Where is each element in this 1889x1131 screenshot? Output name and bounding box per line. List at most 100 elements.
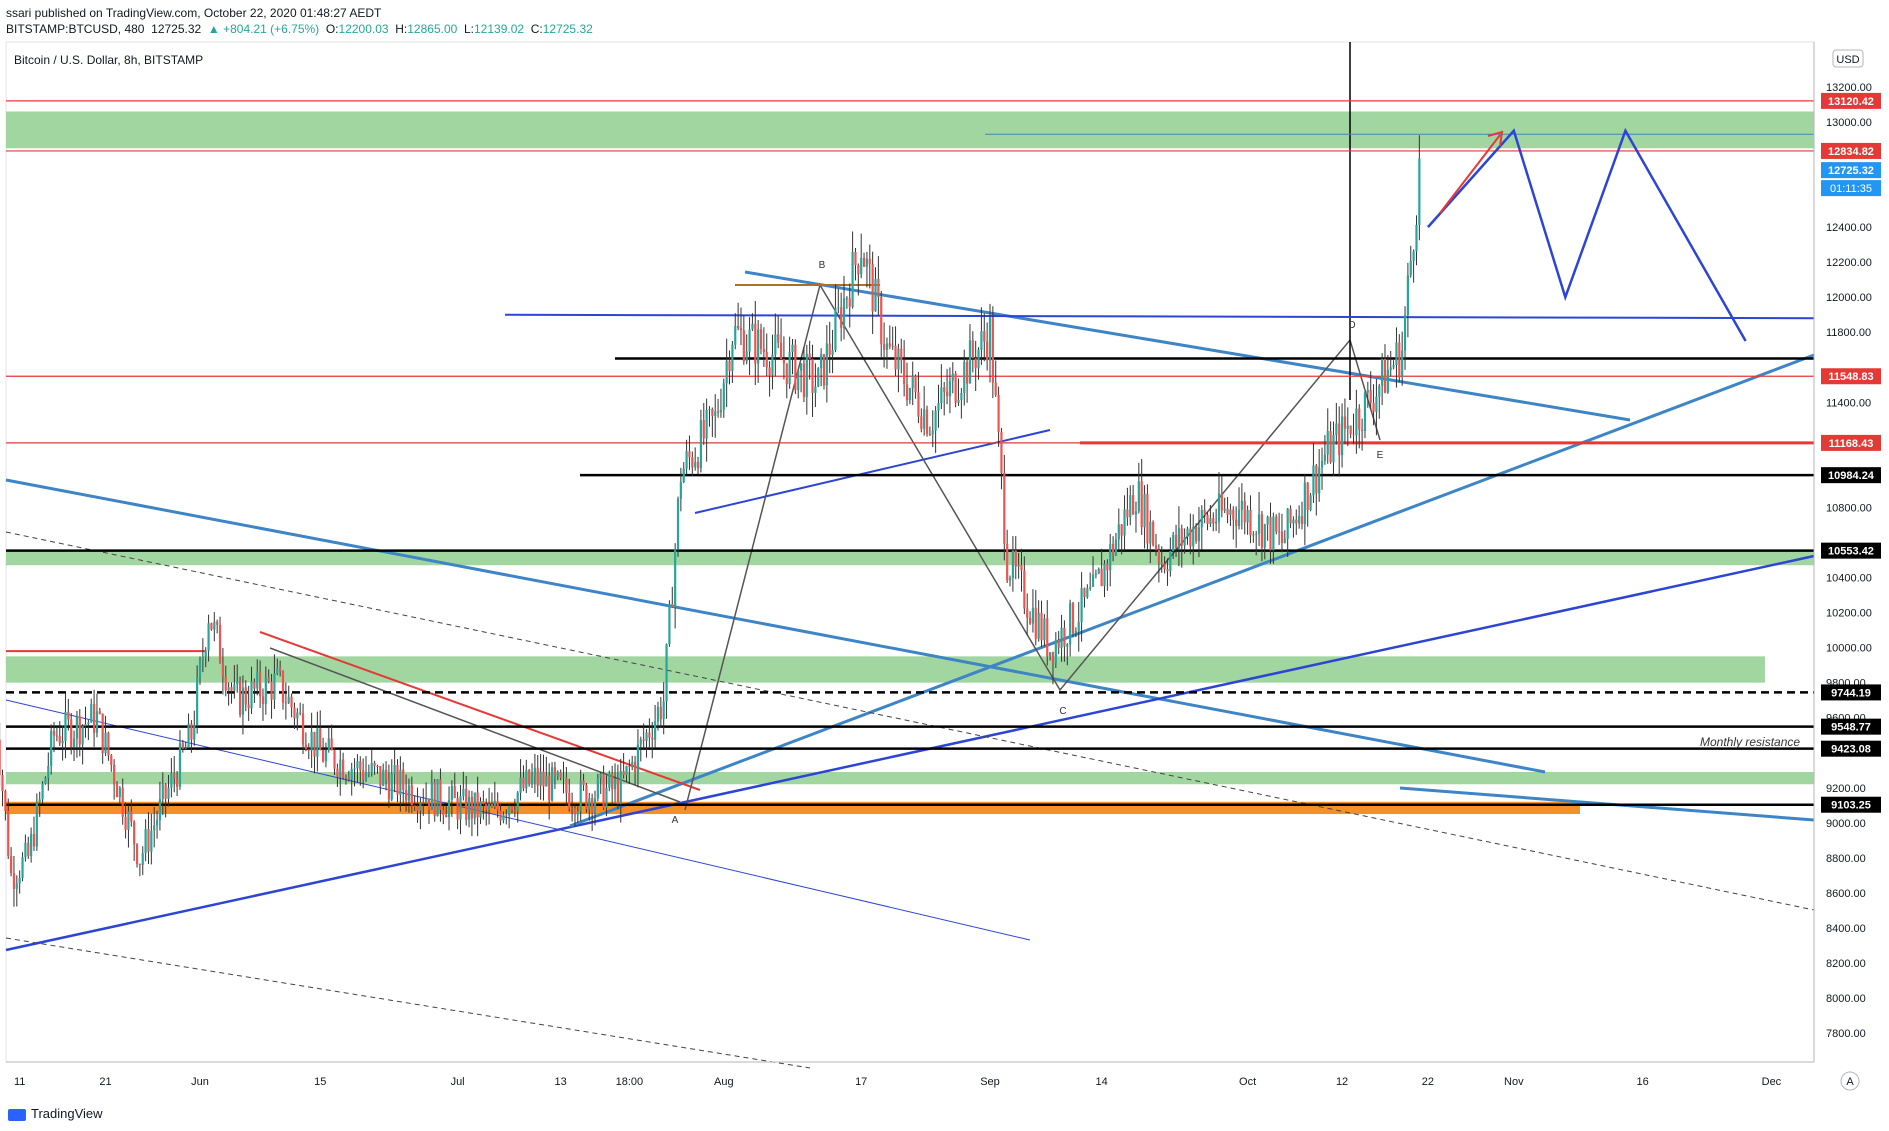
y-tick-20: 7800.00 <box>1826 1028 1866 1040</box>
candle-body-438 <box>1246 509 1249 523</box>
tradingview-logo[interactable]: TradingView <box>8 1106 103 1121</box>
candle-body-11 <box>24 842 27 858</box>
auto-scale-button[interactable]: A <box>1840 1071 1860 1091</box>
candle-body-220 <box>622 771 625 776</box>
candle-body-311 <box>882 344 886 350</box>
candle-body-245 <box>694 461 697 468</box>
x-tick-16: Dec <box>1762 1076 1782 1088</box>
candle-body-12 <box>27 842 30 857</box>
ohlc-high-label: H: <box>395 22 408 36</box>
candle-body-328 <box>931 430 934 435</box>
red-arrow-head <box>1487 130 1504 147</box>
candle-body-48 <box>130 811 133 822</box>
candle-body-34 <box>90 704 93 723</box>
candle-body-407 <box>1157 550 1160 563</box>
candle-body-78 <box>216 621 219 625</box>
y-tick-2: 12400.00 <box>1826 222 1872 234</box>
candle-body-307 <box>871 263 874 312</box>
candle-body-209 <box>591 798 594 813</box>
candle-body-277 <box>785 363 788 385</box>
candle-body-81 <box>224 676 227 691</box>
candle-body-241 <box>682 468 685 483</box>
candle-body-426 <box>1212 518 1215 524</box>
candle-body-323 <box>917 392 920 417</box>
candle-body-51 <box>138 864 141 866</box>
candle-body-89 <box>247 704 250 709</box>
candle-body-310 <box>880 296 883 345</box>
candle-body-401 <box>1140 481 1143 528</box>
candle-body-221 <box>625 766 628 776</box>
candle-body-26 <box>67 711 70 720</box>
candle-body-296 <box>840 307 843 328</box>
candle-body-450 <box>1280 531 1284 543</box>
candle-body-406 <box>1154 545 1158 551</box>
candle-body-22 <box>55 735 58 737</box>
time-axis[interactable]: 11 21 Jun 15 Jul 13 18:00 Aug 17 Sep 14 Oct 12 22 Nov 1… <box>14 1076 1782 1088</box>
candle-body-129 <box>362 770 365 780</box>
candle-body-250 <box>708 408 711 410</box>
candle-body-172 <box>485 804 488 811</box>
candle-body-376 <box>1069 603 1072 645</box>
price-chart[interactable]: Monthly resistance A B C D E 13200.00 13000.00… <box>0 0 1889 1098</box>
candle-body-24 <box>61 740 64 744</box>
candle-body-437 <box>1243 500 1246 523</box>
candle-body-248 <box>702 420 705 439</box>
candle-body-468 <box>1332 435 1335 463</box>
candle-body-184 <box>519 777 522 793</box>
candle-body-154 <box>433 782 436 817</box>
candle-body-301 <box>854 251 857 266</box>
candle-body-449 <box>1277 531 1281 533</box>
candle-body-355 <box>1008 578 1012 581</box>
candle-body-217 <box>613 778 617 790</box>
candle-body-157 <box>442 809 445 816</box>
price-timer: 01:11:35 <box>1830 183 1872 195</box>
candle-body-119 <box>333 750 336 769</box>
candle-body-201 <box>568 792 571 809</box>
candle-body-138 <box>387 779 391 800</box>
x-tick-15: 16 <box>1636 1076 1648 1088</box>
candle-body-144 <box>404 789 408 801</box>
candle-body-409 <box>1163 563 1166 570</box>
candle-body-235 <box>665 644 668 702</box>
candle-body-95 <box>264 677 267 704</box>
candle-body-492 <box>1401 350 1404 378</box>
candle-body-430 <box>1223 508 1226 511</box>
candle-body-295 <box>837 307 840 309</box>
zone-3 <box>6 771 1814 785</box>
candle-body-219 <box>619 771 622 804</box>
y-tick-10: 10000.00 <box>1826 643 1872 655</box>
x-tick-6: 18:00 <box>616 1076 644 1088</box>
candle-body-226 <box>639 739 642 745</box>
candle-body-72 <box>198 660 202 678</box>
ohlc-close-label: C: <box>530 22 543 36</box>
candle-body-335 <box>951 373 954 381</box>
candle-body-398 <box>1132 495 1135 515</box>
candle-body-17 <box>41 783 44 800</box>
candle-body-122 <box>342 759 345 779</box>
candle-body-165 <box>465 788 468 820</box>
candle-body-351 <box>997 394 1000 432</box>
candle-body-462 <box>1315 465 1318 494</box>
candle-body-287 <box>814 386 817 393</box>
candle-body-493 <box>1403 315 1407 351</box>
candle-body-447 <box>1272 516 1275 551</box>
candle-body-258 <box>731 344 734 372</box>
candle-body-30 <box>78 716 81 745</box>
candle-body-167 <box>470 796 474 819</box>
y-tick-5: 11800.00 <box>1826 327 1871 339</box>
candle-body-321 <box>911 375 914 388</box>
candle-body-418 <box>1189 528 1192 547</box>
price-label-box-10 <box>1821 796 1881 813</box>
symbol-label[interactable]: BITSTAMP:BTCUSD, 480 <box>6 22 145 36</box>
currency-button[interactable]: USD <box>1832 49 1864 68</box>
candle-body-494 <box>1406 275 1409 316</box>
candle-body-390 <box>1109 543 1112 571</box>
price-axis[interactable]: 13200.00 13000.00 12400.00 12200.00 12000.00… <box>1826 82 1872 1040</box>
candle-body-260 <box>737 325 740 329</box>
candle-body-18 <box>44 778 47 784</box>
candle-body-194 <box>548 775 551 801</box>
candle-body-347 <box>986 341 989 361</box>
price-label-box-4 <box>1821 434 1881 451</box>
candle-body-435 <box>1237 509 1241 526</box>
candle-body-345 <box>980 331 983 350</box>
